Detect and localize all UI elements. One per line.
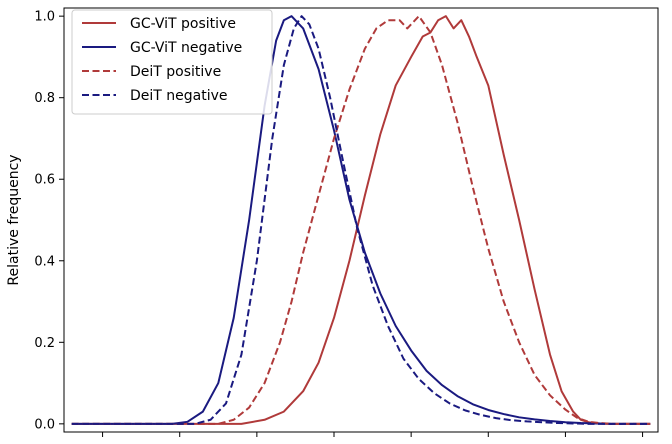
y-tick-label: 1.0 [34,10,55,25]
legend-label-gc-vit-negative: GC-ViT negative [130,40,242,56]
legend-label-deit-negative: DeiT negative [130,88,228,104]
y-tick-label: 0.6 [34,173,55,188]
series-line-deit-negative [71,15,651,425]
legend-label-deit-positive: DeiT positive [130,64,221,80]
y-tick-label: 0.8 [34,91,55,106]
y-tick-label: 0.2 [34,336,55,351]
series-line-gc-vit-positive [71,15,651,425]
legend-label-gc-vit-positive: GC-ViT positive [130,16,236,32]
legend: GC-ViT positive GC-ViT negative DeiT posit… [71,9,273,115]
series-line-gc-vit-negative [71,15,651,425]
legend-box [71,9,273,115]
axes-layer: 0.0 0.2 0.4 0.6 0.8 1.0 [34,7,659,437]
plot-frame [63,7,659,433]
y-tick-label: 0.0 [34,417,55,432]
y-tick-label: 0.4 [34,254,55,269]
series-layer [71,15,651,425]
y-axis-label: Relative frequency [6,154,22,285]
